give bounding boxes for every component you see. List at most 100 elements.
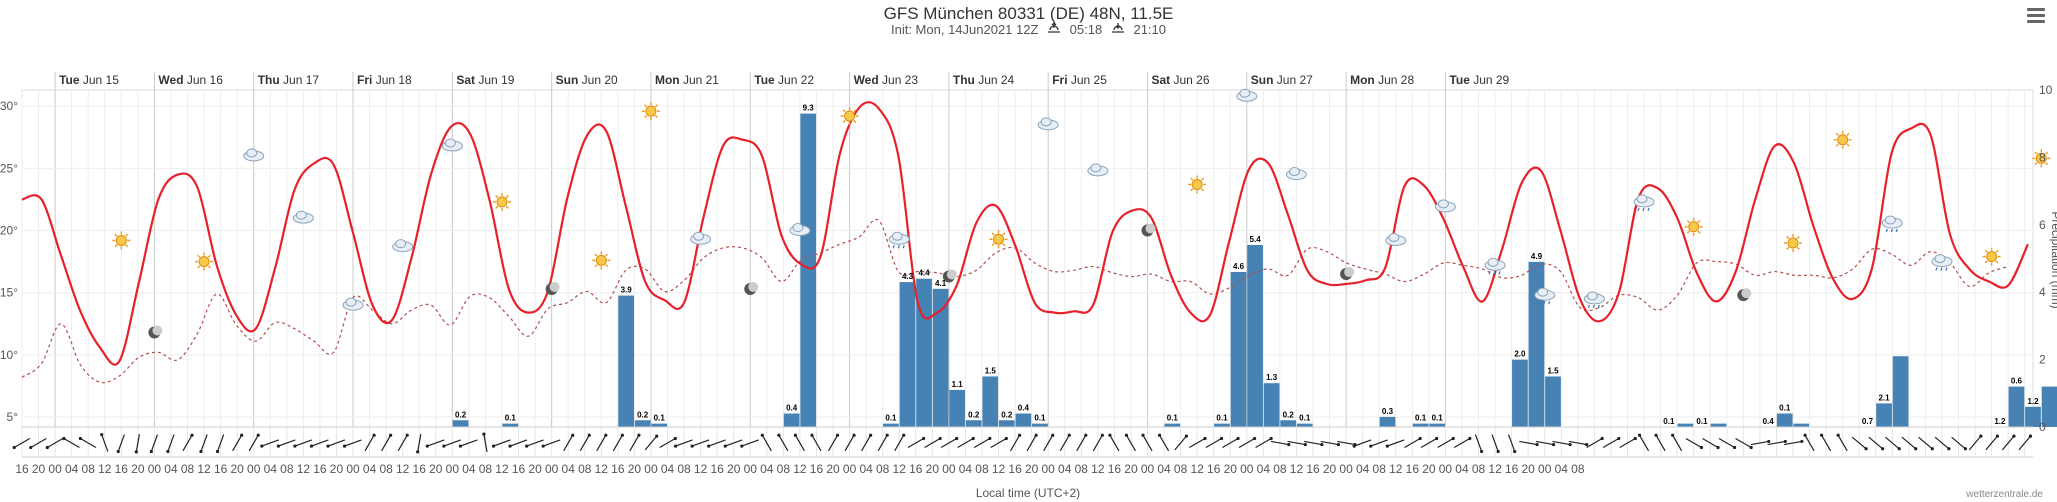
wind-arrow [1718,437,1735,449]
wind-arrow-head [1881,447,1885,451]
sun-ray [2034,151,2038,155]
day-label: Mon Jun 28 [1350,73,1414,87]
moon-shade [152,325,163,336]
wind-arrow-head [1930,447,1934,451]
wind-arrow-head [620,433,624,437]
sun-disc [844,110,856,122]
x-tick: 12 [793,462,807,476]
wind-arrow [940,437,957,449]
x-tick: 00 [148,462,162,476]
sun-ray [594,264,598,268]
precipitation-bars [452,113,2057,427]
chart-menu-button[interactable] [2027,8,2045,24]
wind-arrow-head [326,444,330,448]
temperature-line [21,101,2029,366]
wind-arrow [1552,440,1571,446]
sun-ray [207,254,211,258]
wind-arrow [397,434,408,452]
wind-arrow-head [1141,433,1145,437]
wind-arrow [1868,436,1884,450]
wind-arrow [1474,434,1483,452]
x-tick: 12 [1389,462,1403,476]
wind-arrow-head [166,449,170,454]
wind-arrow-head [1513,449,1517,454]
wind-arrow [63,437,80,449]
sun-ray [853,119,857,124]
wind-arrow-head [1369,444,1373,448]
sunset-time: 21:10 [1133,22,1167,37]
wind-arrow-head [342,444,347,448]
temperature-series [21,101,2029,366]
wind-arrow [1125,434,1136,452]
wind-arrow-head [525,444,529,448]
x-tick: 08 [181,462,195,476]
wind-arrow-head [1435,436,1439,441]
wind-arrow [794,434,805,452]
precip-bar [1412,423,1429,427]
wind-arrow [2018,435,2031,451]
sun-ray [495,205,499,209]
wind-arrow-head [29,445,33,450]
wind-arrow [509,439,528,447]
wind-arrow [1639,434,1650,452]
wind-arrow-head [1084,433,1088,437]
axes: Tue Jun 15 Wed Jun 16 Thu Jun 17 Fri Jun 18… [0,73,2053,476]
x-tick: 04 [1455,462,1469,476]
wind-arrow [1174,435,1187,451]
wind-arrow [1837,434,1848,452]
sun-ray [1200,188,1205,192]
credits-link[interactable]: wetterzentrale.de [1966,489,2043,500]
x-tick: 20 [429,462,443,476]
precip-bar [618,295,634,427]
wind-arrow [493,439,511,447]
y-tick-right: 10 [2039,83,2053,97]
precip-bar [1247,245,1263,427]
sun-ray [1697,230,1701,234]
sun-ray [644,114,648,119]
wind-arrow-head [78,436,83,441]
wind-arrow [741,439,759,447]
wind-arrow [1602,437,1620,449]
wind-arrow [1437,437,1454,449]
x-tick: 16 [611,462,625,476]
day-label: Thu Jun 17 [258,73,320,87]
rain-drop [1637,207,1640,212]
precip-bar [1892,356,1909,427]
day-label: Mon Jun 21 [655,73,719,87]
cloud-icon [292,210,314,224]
wind-arrow [117,434,125,452]
x-tick: 04 [164,462,178,476]
wind-arrow-head [1124,433,1129,437]
wind-arrow-head [760,433,764,437]
wind-arrow-head [372,433,376,437]
y-tick-right: 2 [2039,353,2046,367]
cloud-puff [1487,257,1499,267]
sun-ray [991,232,995,236]
precip-label: 0.1 [1696,417,1708,426]
wind-arrow [30,437,47,449]
wind-arrow [691,439,710,447]
sun-ray [1835,132,1839,137]
sun-disc [1191,179,1203,191]
x-tick: 08 [876,462,890,476]
precip-label: 3.9 [621,286,633,295]
chart-subtitle: Init: Mon, 14Jun2021 12Z 05:18 21:10 [0,22,2057,37]
wind-arrow-head [62,436,66,441]
wind-arrow-head [1864,447,1868,451]
sun-ray [853,109,857,113]
x-tick: 04 [562,462,576,476]
sun-ray [1995,260,1999,264]
sun-disc [1837,134,1849,146]
wind-arrow [761,434,772,452]
wind-arrow-head [1637,433,1642,437]
precip-label: 1.3 [1266,373,1278,382]
cloud-puff [1040,117,1052,127]
rain-drop [1885,228,1888,233]
precip-label: 1.2 [2027,397,2039,406]
sun-ray [1002,232,1006,236]
sun-ray [197,265,201,269]
wind-arrow-head [604,433,608,437]
wind-arrow-head [1051,433,1055,437]
x-tick: 16 [512,462,526,476]
